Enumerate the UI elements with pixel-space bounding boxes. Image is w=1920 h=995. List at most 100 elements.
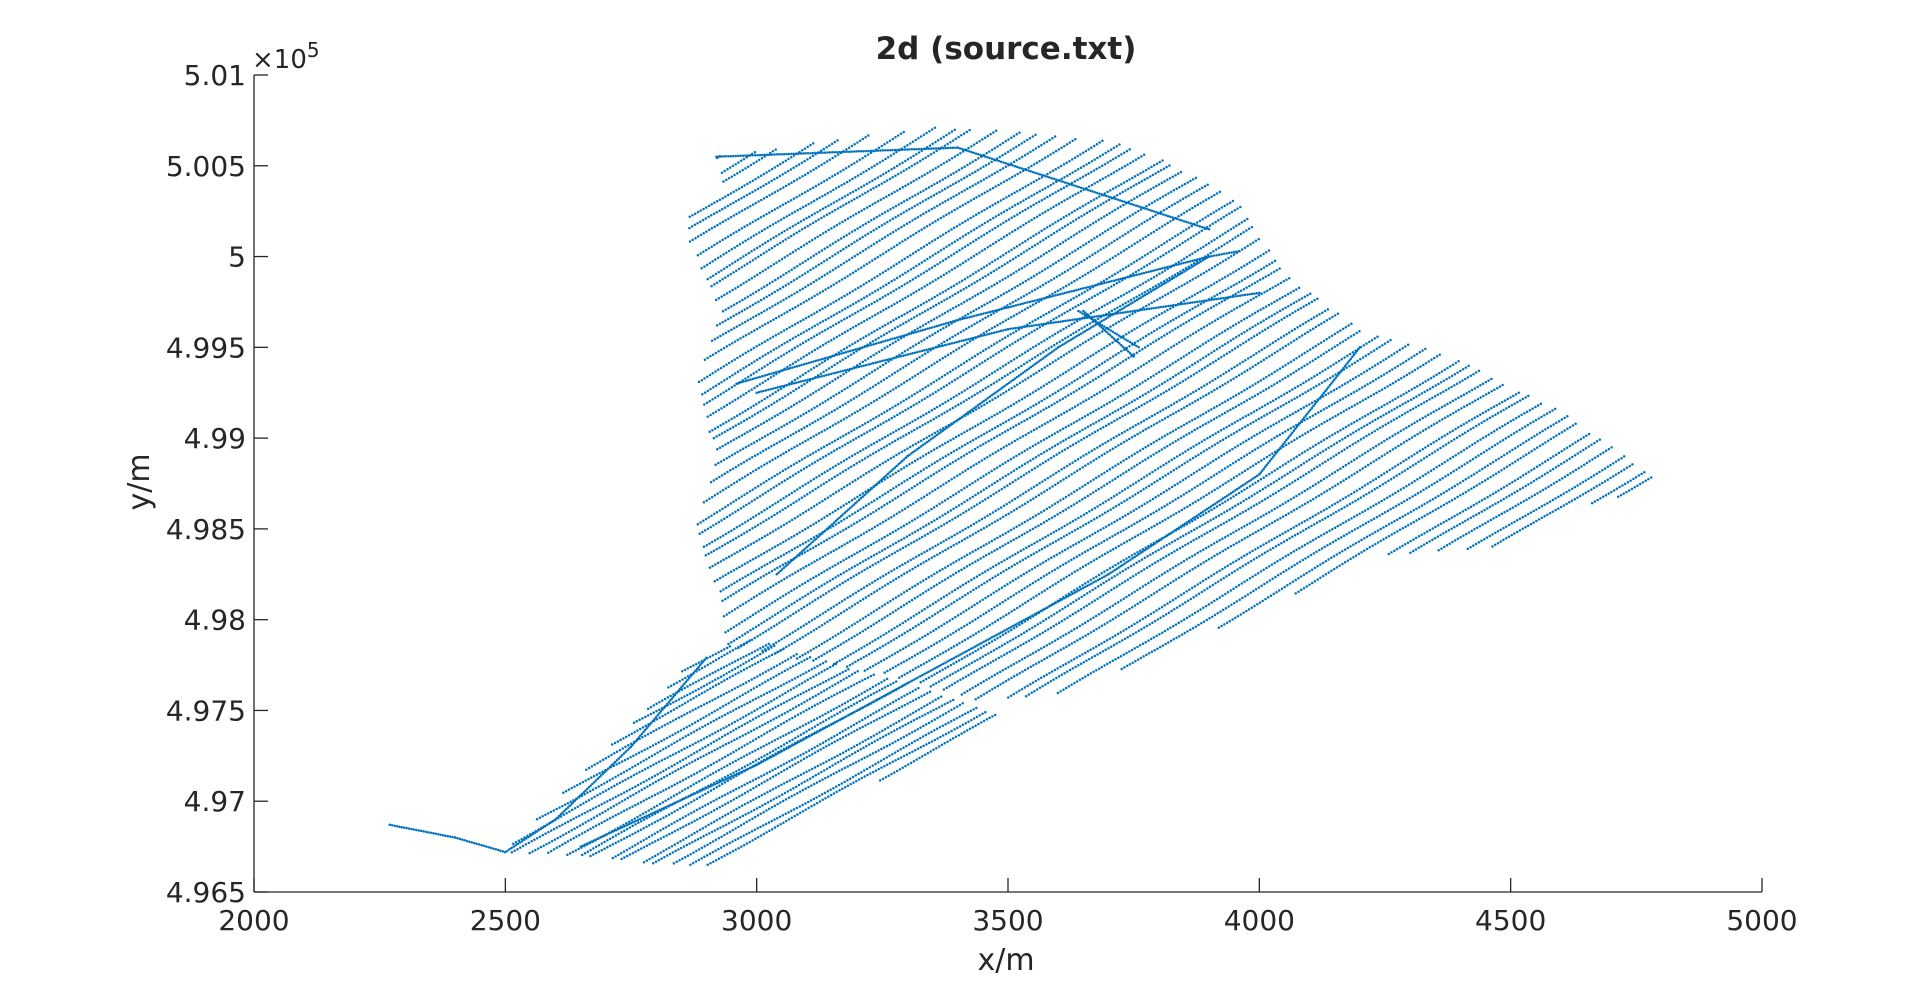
survey-point — [933, 519, 936, 522]
survey-point — [915, 178, 918, 181]
survey-point — [1122, 334, 1125, 338]
survey-point — [1056, 289, 1060, 292]
survey-point — [902, 536, 906, 540]
survey-point — [910, 317, 913, 321]
survey-point — [945, 297, 949, 300]
survey-point — [1078, 276, 1082, 280]
survey-point — [897, 384, 900, 388]
survey-point — [982, 178, 986, 181]
survey-point — [839, 170, 842, 173]
survey-point — [719, 589, 722, 593]
survey-point — [1026, 206, 1030, 210]
survey-point — [1110, 241, 1113, 244]
survey-point — [734, 200, 738, 203]
survey-point — [913, 217, 917, 221]
survey-point — [969, 311, 973, 314]
survey-point — [1080, 214, 1083, 218]
survey-point — [848, 482, 852, 485]
survey-point — [754, 514, 758, 517]
survey-point — [814, 420, 817, 423]
survey-point — [812, 576, 815, 580]
survey-point — [921, 324, 925, 327]
survey-point — [1105, 213, 1109, 217]
survey-point — [1037, 441, 1040, 445]
survey-point — [906, 236, 910, 240]
survey-point — [1168, 238, 1172, 242]
survey-point — [776, 544, 780, 547]
survey-point — [749, 373, 753, 377]
survey-point — [975, 462, 978, 466]
survey-point — [730, 583, 733, 586]
survey-point — [750, 330, 753, 334]
survey-point — [840, 184, 843, 187]
survey-point — [894, 471, 898, 474]
survey-point — [1209, 337, 1213, 341]
survey-point — [1100, 417, 1103, 421]
survey-point — [1004, 319, 1008, 322]
survey-point — [882, 285, 885, 288]
survey-point — [1163, 380, 1167, 384]
survey-point — [809, 170, 812, 173]
survey-point — [968, 483, 972, 487]
survey-point — [894, 541, 898, 545]
survey-point — [1211, 222, 1215, 226]
survey-point — [814, 544, 818, 548]
survey-point — [1195, 232, 1198, 236]
survey-point — [894, 497, 897, 500]
survey-point — [1161, 159, 1164, 162]
survey-point — [1018, 354, 1021, 358]
survey-point — [1149, 287, 1152, 291]
survey-point — [713, 337, 717, 341]
survey-point — [1106, 385, 1110, 389]
survey-point — [828, 176, 831, 180]
survey-point — [817, 543, 820, 546]
survey-point — [855, 160, 859, 163]
survey-point — [1088, 297, 1091, 301]
survey-point — [757, 610, 760, 613]
survey-point — [926, 350, 930, 354]
survey-point — [928, 268, 931, 271]
survey-point — [829, 302, 832, 306]
survey-point — [870, 302, 873, 305]
survey-point — [1147, 333, 1150, 336]
survey-point — [972, 464, 975, 467]
survey-point — [1239, 205, 1242, 209]
survey-point — [759, 174, 763, 178]
survey-point — [981, 318, 984, 321]
survey-point — [709, 413, 712, 417]
survey-point — [764, 379, 767, 383]
survey-point — [954, 459, 958, 462]
survey-point — [1142, 265, 1146, 269]
survey-point — [922, 271, 926, 274]
survey-point — [1260, 292, 1263, 296]
survey-point — [792, 432, 795, 436]
survey-point — [963, 431, 966, 434]
survey-point — [1169, 346, 1173, 349]
survey-point — [1188, 279, 1192, 283]
survey-point — [740, 185, 744, 189]
survey-point — [1068, 172, 1072, 176]
survey-point — [832, 394, 835, 398]
survey-point — [1083, 358, 1087, 362]
survey-point — [1017, 268, 1021, 272]
survey-point — [871, 179, 874, 182]
survey-point — [1063, 311, 1066, 315]
survey-point — [1128, 314, 1131, 317]
survey-point — [986, 134, 990, 138]
survey-point — [1242, 231, 1245, 234]
survey-point — [884, 250, 888, 254]
survey-point — [854, 212, 858, 216]
survey-point — [1012, 160, 1016, 164]
survey-point — [771, 503, 774, 507]
survey-point — [763, 285, 766, 289]
survey-point — [1284, 294, 1287, 297]
survey-point — [855, 395, 858, 399]
survey-point — [1106, 358, 1109, 362]
survey-point — [688, 215, 692, 219]
survey-point — [971, 296, 974, 299]
survey-point — [1056, 219, 1060, 222]
survey-point — [867, 445, 870, 448]
survey-point — [1287, 276, 1291, 280]
survey-point — [1225, 241, 1229, 244]
survey-point — [867, 470, 871, 473]
